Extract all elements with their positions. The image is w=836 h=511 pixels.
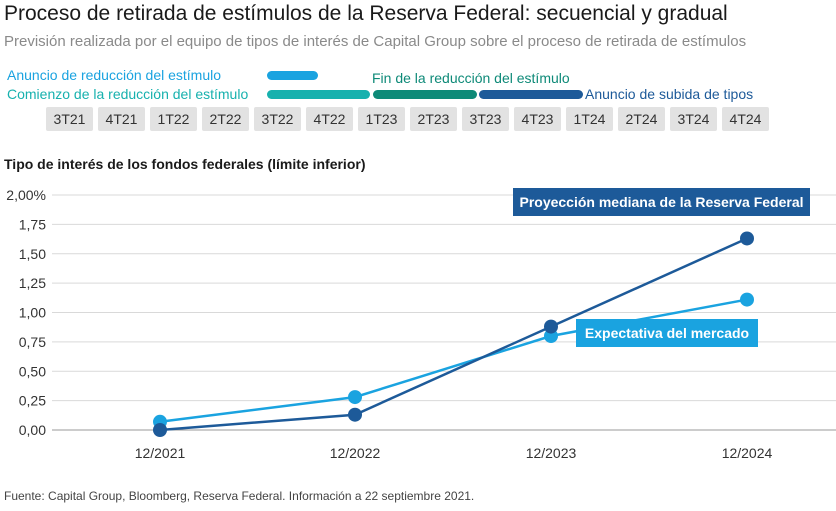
fed-median-point [740, 231, 754, 246]
fed-median-point [544, 319, 558, 334]
market-expectation-callout [576, 319, 758, 347]
quarter-4T21: 4T21 [98, 107, 145, 131]
label-rate-hike: Anuncio de subida de tipos [585, 86, 754, 102]
quarter-3T23: 3T23 [462, 107, 509, 131]
y-tick-label: 2,00% [6, 187, 46, 203]
bar-end-taper [373, 90, 477, 99]
market-expectation-line [159, 298, 748, 424]
quarter-4T22: 4T22 [306, 107, 353, 131]
quarter-2T24: 2T24 [618, 107, 665, 131]
y-tick-label: 0,75 [19, 334, 46, 350]
quarter-4T23: 4T23 [514, 107, 561, 131]
quarter-4T24: 4T24 [722, 107, 769, 131]
market-expectation-point [348, 390, 362, 405]
line-chart: 0,00 0,25 0,50 0,75 1,00 1,25 1,50 1,75 2,00% 12/… [6, 187, 836, 461]
y-axis-title: Tipo de interés de los fondos federales … [4, 156, 366, 172]
quarter-1T22: 1T22 [150, 107, 197, 131]
quarter-3T21: 3T21 [46, 107, 93, 131]
y-tick-label: 0,00 [19, 422, 46, 438]
quarter-1T23: 1T23 [358, 107, 405, 131]
y-tick-label: 1,00 [19, 305, 46, 321]
y-tick-label: 0,25 [19, 393, 46, 409]
quarter-3T24: 3T24 [670, 107, 717, 131]
y-tick-label: 1,25 [19, 275, 46, 291]
quarter-1T24: 1T24 [566, 107, 613, 131]
fed-median-callout [513, 188, 810, 216]
fed-median-point [348, 407, 362, 422]
label-announce-taper: Anuncio de reducción del estímulo [7, 67, 222, 83]
y-tick-label: 0,50 [19, 363, 46, 379]
source-note: Fuente: Capital Group, Bloomberg, Reserv… [4, 489, 475, 503]
x-tick-label: 12/2021 [135, 445, 186, 461]
bar-start-taper [267, 90, 370, 99]
quarter-3T22: 3T22 [254, 107, 301, 131]
quarter-2T23: 2T23 [410, 107, 457, 131]
bar-rate-hike [479, 90, 583, 99]
y-tick-label: 1,50 [19, 246, 46, 262]
label-end-taper: Fin de la reducción del estímulo [372, 70, 570, 86]
x-tick-label: 12/2023 [526, 445, 577, 461]
quarter-2T22: 2T22 [202, 107, 249, 131]
market-expectation-point [740, 292, 754, 307]
x-tick-label: 12/2022 [330, 445, 381, 461]
fed-median-label: Proyección mediana de la Reserva Federal [519, 194, 803, 210]
fed-median-line [159, 237, 748, 432]
label-start-taper: Comienzo de la reducción del estímulo [7, 86, 249, 102]
y-tick-label: 1,75 [19, 216, 46, 232]
x-tick-label: 12/2024 [722, 445, 773, 461]
quarter-timeline: 3T21 4T21 1T22 2T22 3T22 4T22 1T23 2T23 3T23 4T23… [46, 107, 769, 131]
chart-title: Proceso de retirada de estímulos de la R… [4, 2, 728, 25]
fed-median-point [153, 423, 167, 437]
chart-subtitle: Previsión realizada por el equipo de tip… [4, 33, 747, 50]
bar-announce-taper [267, 71, 318, 80]
market-expectation-label: Expectativa del mercado [585, 325, 749, 341]
